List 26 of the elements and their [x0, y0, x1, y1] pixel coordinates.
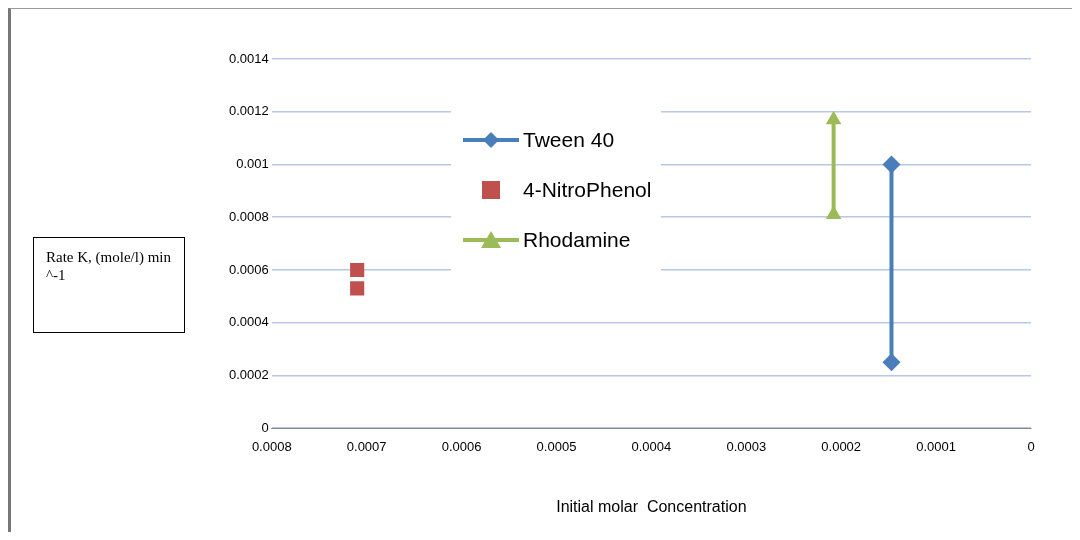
point [882, 155, 901, 174]
point [350, 281, 365, 296]
y-tick-label: 0.0006 [229, 261, 269, 277]
y-tick-label: 0.0012 [229, 103, 269, 119]
legend-label: 4-NitroPhenol [523, 178, 652, 202]
y-tick-label: 0.0014 [229, 50, 269, 66]
x-tick-label: 0.0007 [346, 438, 387, 454]
point [882, 353, 901, 372]
x-tick-label: 0.0001 [916, 438, 956, 454]
y-tick-label: 0.001 [236, 156, 269, 172]
legend-label: Tween 40 [523, 128, 615, 152]
x-axis-title: Initial molar Concentration [556, 497, 747, 515]
y-tick-label: 0.0004 [229, 314, 269, 330]
x-tick-label: 0.0008 [251, 438, 292, 454]
y-tick-label: 0.0008 [229, 208, 269, 224]
y-tick-label: 0.0002 [229, 367, 269, 383]
point [350, 262, 365, 278]
x-tick-label: 0.0005 [536, 438, 577, 454]
x-tick-label: 0.0003 [726, 438, 767, 454]
x-tick-label: 0.0006 [441, 438, 482, 454]
x-tick-label: 0.0004 [631, 438, 672, 454]
x-tick-label: 0 [1027, 438, 1035, 454]
y-tick-label: 0 [261, 419, 269, 435]
y-axis-title: Rate K, (mole/l) min ^-1 [33, 237, 185, 333]
legend-label: Rhodamine [523, 228, 631, 252]
x-tick-label: 0.0002 [821, 438, 862, 454]
